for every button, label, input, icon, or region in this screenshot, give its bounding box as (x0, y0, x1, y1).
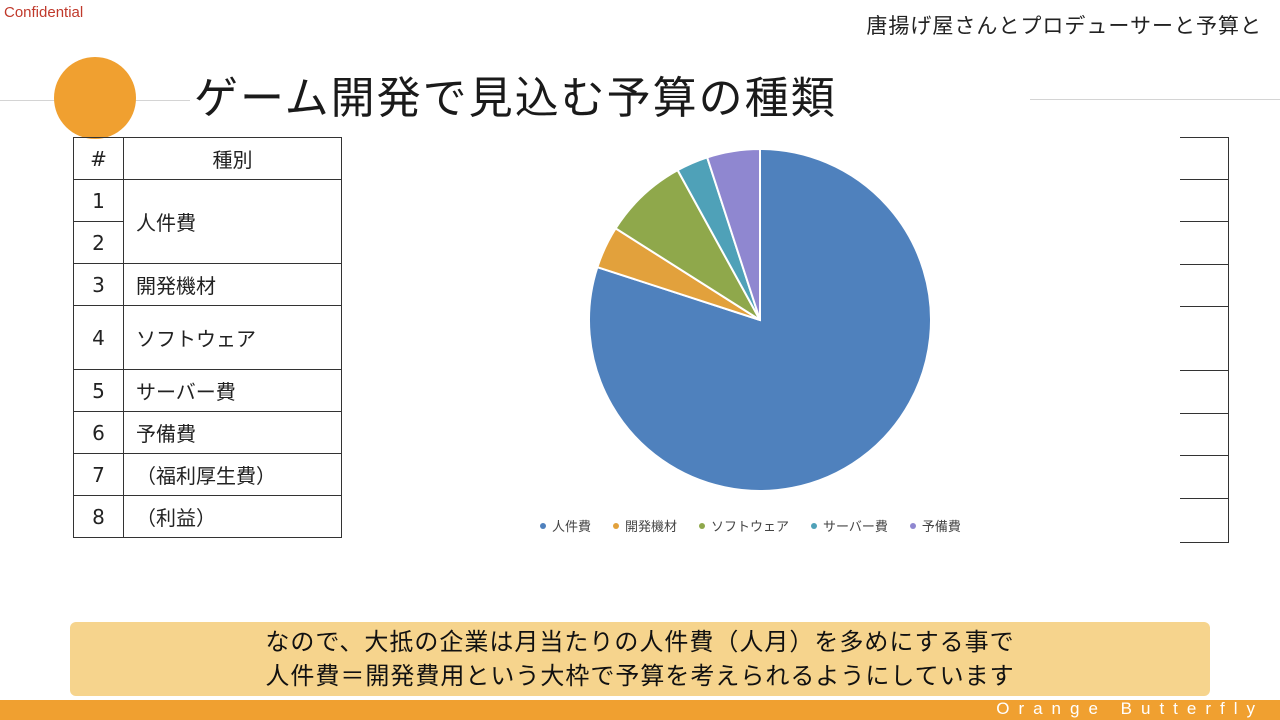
table-row: 1 人件費 (73, 179, 342, 264)
title-accent-circle (54, 57, 136, 139)
table-row: 5 サーバー費 (73, 369, 342, 412)
table-header-row: # 種別 (73, 137, 342, 180)
right-grid-fragment (1180, 137, 1229, 543)
legend-label: 人件費 (552, 520, 592, 535)
row-number: 5 (73, 369, 124, 412)
legend-item: 予備費 (909, 516, 961, 535)
legend-swatch (699, 522, 706, 529)
legend-swatch (909, 522, 916, 529)
legend-item: 人件費 (540, 516, 591, 535)
table-row: 7 （福利厚生費） (73, 453, 342, 496)
legend-swatch (540, 522, 546, 529)
pie-slice-4 (705, 147, 761, 321)
legend-label: サーバー費 (823, 520, 888, 535)
legend-item: 開発機材 (613, 516, 677, 535)
table-row: 8 （利益） (73, 495, 342, 538)
row-number: 3 (73, 263, 124, 306)
row-number: 8 (73, 495, 124, 538)
pie-slice-0 (588, 147, 932, 492)
legend-swatch (613, 522, 620, 529)
row-number: 7 (73, 453, 124, 496)
table-row: 6 予備費 (73, 411, 342, 454)
legend-label: 予備費 (921, 520, 961, 535)
row-category: 開発機材 (123, 263, 342, 306)
row-category: 予備費 (123, 411, 342, 454)
table-row: 2 (73, 221, 342, 264)
pie-legend: 人件費 開発機材 ソフトウェア サーバー費 予備費 (540, 516, 961, 535)
row-number: 1 (73, 179, 124, 222)
row-category: ソフトウェア (123, 305, 342, 370)
row-category: （利益） (123, 495, 342, 538)
title-rule-right (1030, 99, 1280, 100)
confidential-label: Confidential (4, 4, 84, 21)
table-row: 4 ソフトウェア (73, 305, 342, 370)
budget-pie-chart (588, 147, 932, 492)
legend-label: 開発機材 (625, 520, 678, 535)
row-category: （福利厚生費） (123, 453, 342, 496)
callout-line-1: なので、大抵の企業は月当たりの人件費（人月）を多めにする事で (265, 628, 1015, 656)
legend-item: ソフトウェア (699, 516, 789, 535)
callout-line-2: 人件費＝開発費用という大枠で予算を考えられるようにしています (265, 662, 1015, 690)
presentation-subtitle: 唐揚げ屋さんとプロデューサーと予算と (866, 14, 1262, 38)
legend-item: サーバー費 (811, 516, 888, 535)
header-number: # (73, 137, 124, 180)
header-category: 種別 (123, 137, 342, 180)
row-number: 6 (73, 411, 124, 454)
legend-swatch (811, 522, 818, 529)
row-number: 4 (73, 305, 124, 370)
callout-box: なので、大抵の企業は月当たりの人件費（人月）を多めにする事で 人件費＝開発費用と… (70, 622, 1210, 696)
slide-title: ゲーム開発で見込む予算の種類 (194, 73, 837, 124)
budget-category-table: # 種別 1 人件費 2 3 開発機材 4 ソフトウェア 5 サーバー費 6 予… (73, 137, 342, 538)
row-number: 2 (73, 221, 124, 264)
brand-label: Orange Butterfly (996, 699, 1264, 718)
legend-label: ソフトウェア (711, 520, 790, 535)
table-row: 3 開発機材 (73, 263, 342, 306)
row-category: 人件費 (123, 179, 342, 264)
footer-bar (0, 700, 1280, 720)
row-category: サーバー費 (123, 369, 342, 412)
